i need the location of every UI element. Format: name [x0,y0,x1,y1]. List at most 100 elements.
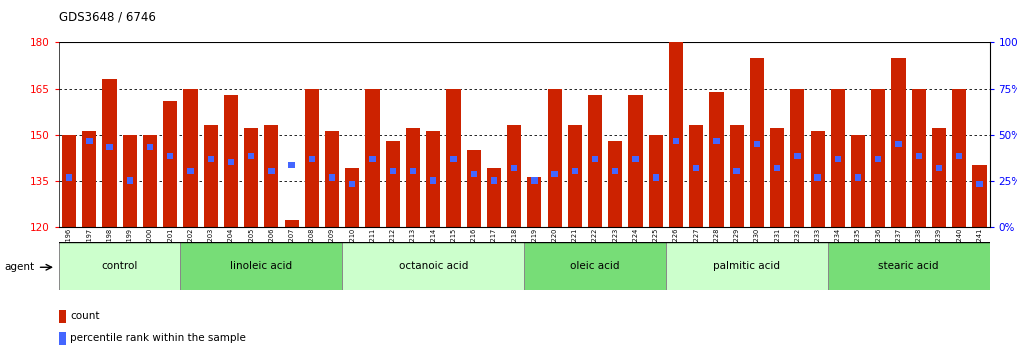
Text: oleic acid: oleic acid [571,261,619,272]
Bar [690,125,704,227]
Bar [733,168,739,175]
Bar [446,88,461,227]
Bar [342,242,525,290]
Text: stearic acid: stearic acid [879,261,939,272]
Bar [410,168,416,175]
Bar [471,171,477,177]
Bar [693,165,700,171]
Bar [794,153,800,159]
Bar [487,168,501,227]
Bar [750,58,764,227]
Bar [126,177,133,184]
Bar [305,88,319,227]
Bar [547,88,561,227]
Bar [976,181,982,187]
Bar [815,175,821,181]
Bar [525,242,666,290]
Bar [123,135,137,227]
Bar [167,153,174,159]
Bar [59,310,66,323]
Bar [911,88,925,227]
Bar [285,221,299,227]
Bar [82,131,97,227]
Bar [146,144,154,150]
Bar [633,156,639,162]
Text: linoleic acid: linoleic acid [230,261,292,272]
Text: control: control [102,261,138,272]
Bar [669,42,683,227]
Bar [180,242,342,290]
Bar [710,92,723,227]
Bar [729,125,743,227]
Bar [895,141,902,147]
Bar [774,165,780,171]
Bar [673,138,679,144]
Text: agent: agent [4,262,35,272]
Bar [972,165,986,227]
Text: percentile rank within the sample: percentile rank within the sample [70,333,246,343]
Bar [835,156,841,162]
Bar [365,88,379,227]
Bar [531,177,538,184]
Bar [345,168,359,227]
Text: GDS3648 / 6746: GDS3648 / 6746 [59,11,156,24]
Bar [811,131,825,227]
Bar [59,332,66,345]
Bar [936,165,942,171]
Bar [406,129,420,227]
Bar [143,135,157,227]
Bar [754,141,760,147]
Bar [62,135,76,227]
Bar [385,141,400,227]
Bar [183,88,197,227]
Bar [612,168,618,175]
Bar [851,135,865,227]
Bar [932,129,946,227]
Bar [244,129,258,227]
Text: count: count [70,312,100,321]
Bar [713,138,720,144]
Bar [511,165,518,171]
Bar [892,58,905,227]
Bar [187,168,193,175]
Bar [952,88,966,227]
Bar [207,156,214,162]
Bar [430,177,436,184]
Bar [956,153,962,159]
Bar [268,168,275,175]
Bar [66,175,72,181]
Bar [264,125,279,227]
Text: octanoic acid: octanoic acid [399,261,468,272]
Bar [831,88,845,227]
Bar [507,125,522,227]
Bar [666,242,828,290]
Bar [790,88,804,227]
Bar [369,156,375,162]
Bar [527,177,541,227]
Bar [491,177,497,184]
Bar [551,171,557,177]
Bar [59,242,180,290]
Bar [163,101,177,227]
Bar [608,141,622,227]
Bar [390,168,396,175]
Bar [572,168,578,175]
Bar [86,138,93,144]
Bar [248,153,254,159]
Bar [325,131,339,227]
Bar [588,95,602,227]
Bar [872,88,886,227]
Bar [467,150,481,227]
Bar [289,162,295,168]
Bar [224,95,238,227]
Bar [451,156,457,162]
Bar [103,79,117,227]
Bar [107,144,113,150]
Bar [875,156,882,162]
Bar [653,175,659,181]
Bar [426,131,440,227]
Bar [592,156,598,162]
Bar [349,181,356,187]
Bar [649,135,663,227]
Bar [328,175,336,181]
